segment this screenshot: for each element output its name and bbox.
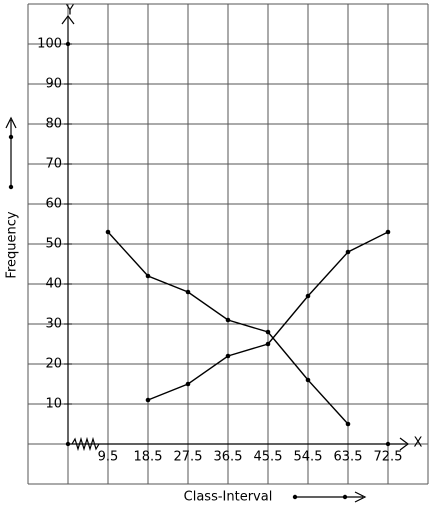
x-tick-label: 72.5 <box>374 450 403 465</box>
point <box>185 381 191 387</box>
y-tick-label: 20 <box>45 357 62 372</box>
y-tick-label: 60 <box>45 197 62 212</box>
point <box>225 317 231 323</box>
x-tick-label: 36.5 <box>214 450 243 465</box>
point <box>305 377 311 383</box>
y-tick-label: 70 <box>45 157 62 172</box>
point <box>305 293 311 299</box>
x-tick-label: 54.5 <box>294 450 323 465</box>
x-axis-name: X <box>414 436 423 451</box>
point <box>225 353 231 359</box>
point <box>105 229 111 235</box>
y-tick-label: 80 <box>45 117 62 132</box>
x-tick-label: 18.5 <box>134 450 163 465</box>
point <box>385 229 391 235</box>
decor-dots <box>8 41 391 500</box>
point <box>345 249 351 255</box>
point <box>345 421 351 427</box>
decor <box>5 15 409 503</box>
y-tick-label: 100 <box>37 37 62 52</box>
point <box>145 273 151 279</box>
y-axis-label: Frequency <box>5 211 20 278</box>
x-tick-label: 27.5 <box>174 450 203 465</box>
x-tick-label: 63.5 <box>334 450 363 465</box>
x-axis-label: Class-Interval <box>184 490 273 505</box>
y-tick-label: 30 <box>45 317 62 332</box>
y-axis-name: Y <box>65 4 74 19</box>
point <box>185 289 191 295</box>
x-tick-label: 45.5 <box>254 450 283 465</box>
y-tick-label: 40 <box>45 277 62 292</box>
y-tick-label: 50 <box>45 237 62 252</box>
y-tick-label: 90 <box>45 77 62 92</box>
point <box>265 341 271 347</box>
x-tick-label: 9.5 <box>98 450 119 465</box>
grid <box>27 3 429 485</box>
point <box>265 329 271 335</box>
point <box>145 397 151 403</box>
y-tick-label: 10 <box>45 397 62 412</box>
